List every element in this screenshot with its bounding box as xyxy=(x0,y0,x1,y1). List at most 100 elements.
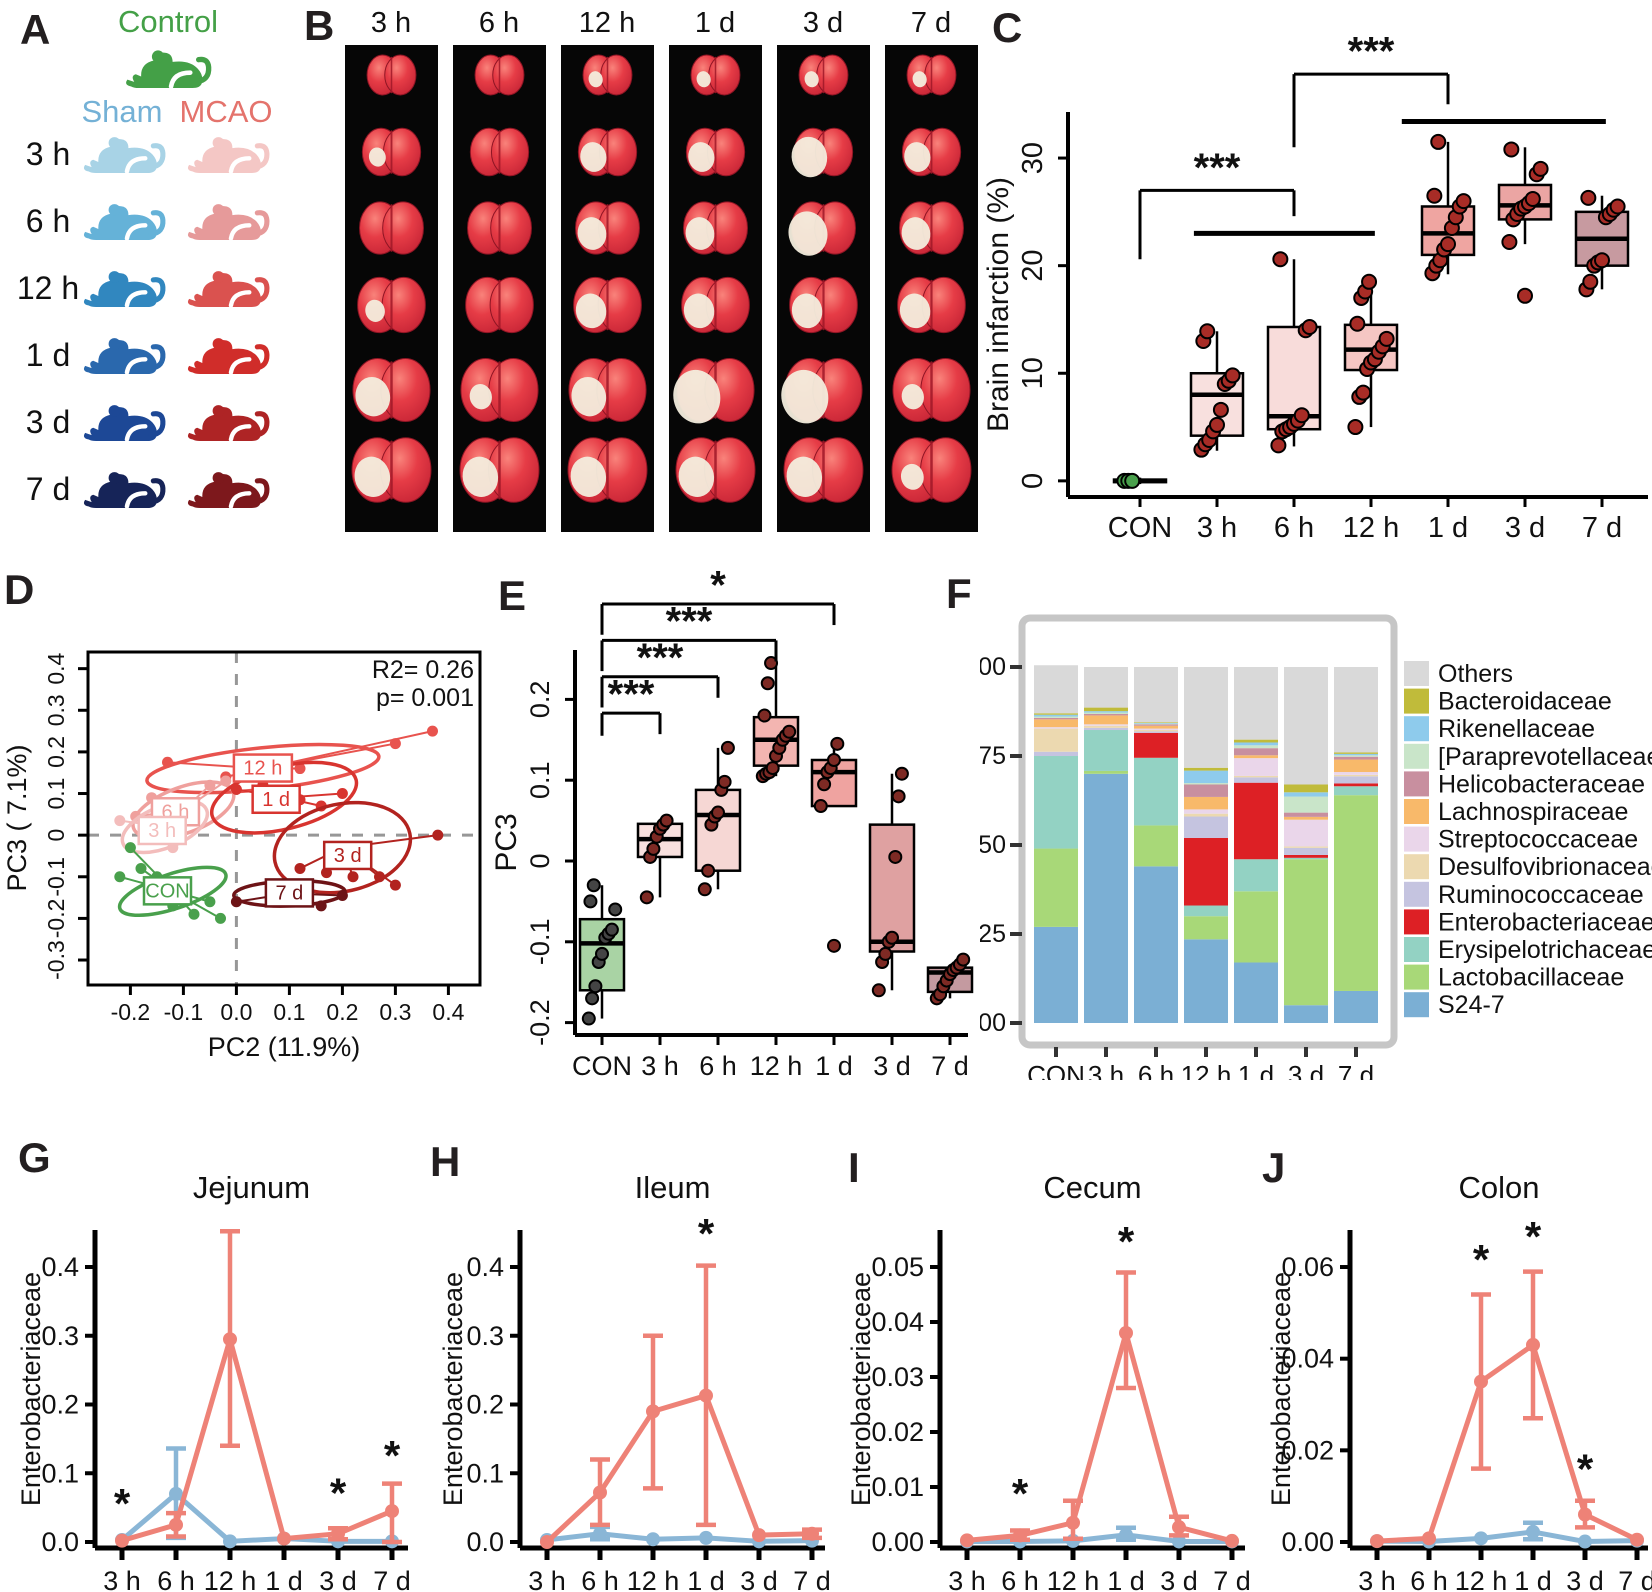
panel-h-ileum-line: Ileum 0.0 0.1 0.2 0.3 0.4 3 h 6 h 12 h 1 d 3 d 7 d E… xyxy=(420,1080,830,1592)
svg-text:0: 0 xyxy=(43,829,69,842)
panel-e-pc3-boxplot: -0.2 -0.1 0 0.1 0.2 CON 3 h 6 h 12 h 1 d 3 d 7 d PC3… xyxy=(490,560,980,1080)
svg-text:0.4: 0.4 xyxy=(432,999,464,1025)
panel-j-label: J xyxy=(1262,1144,1286,1191)
panel-b-label: B xyxy=(304,2,335,49)
svg-text:6 h: 6 h xyxy=(479,7,519,39)
pc3-chart: -0.2 -0.1 0 0.1 0.2 CON 3 h 6 h 12 h 1 d 3 d 7 d PC3… xyxy=(490,563,974,1080)
panel-i-label: I xyxy=(848,1144,860,1191)
svg-text:MCAO: MCAO xyxy=(180,94,273,129)
svg-text:3 h: 3 h xyxy=(1197,512,1237,544)
svg-text:Enterobacteriaceae: Enterobacteriaceae xyxy=(438,1272,468,1506)
svg-text:3 d: 3 d xyxy=(319,1566,357,1592)
svg-text:3 d: 3 d xyxy=(1288,1060,1324,1080)
svg-text:12 h: 12 h xyxy=(579,7,635,39)
svg-text:7 d: 7 d xyxy=(793,1566,830,1592)
svg-text:-0.3: -0.3 xyxy=(43,940,69,980)
svg-text:0.0: 0.0 xyxy=(41,1527,79,1557)
ileum-chart: Ileum 0.0 0.1 0.2 0.3 0.4 3 h 6 h 12 h 1 d 3 d 7 d E… xyxy=(438,1170,830,1592)
svg-text:Jejunum: Jejunum xyxy=(193,1170,310,1205)
svg-text:3 d: 3 d xyxy=(26,404,70,440)
svg-text:*: * xyxy=(1118,1218,1135,1265)
svg-text:Sham: Sham xyxy=(82,94,163,129)
svg-text:0.03: 0.03 xyxy=(871,1362,924,1392)
svg-text:-0.2: -0.2 xyxy=(43,899,69,939)
panel-h-label: H xyxy=(430,1138,461,1185)
panel-g-label: G xyxy=(18,1134,51,1181)
panel-a-label: A xyxy=(20,6,51,53)
svg-text:Enterobacteriaceae: Enterobacteriaceae xyxy=(1266,1272,1296,1506)
svg-text:Ileum: Ileum xyxy=(635,1170,711,1205)
svg-text:-0.2: -0.2 xyxy=(111,999,151,1025)
svg-text:0.04: 0.04 xyxy=(1281,1344,1334,1374)
svg-text:12 h: 12 h xyxy=(1181,1060,1232,1080)
svg-text:1 d: 1 d xyxy=(1107,1566,1145,1592)
svg-text:Others: Others xyxy=(1438,660,1513,688)
svg-text:*: * xyxy=(330,1470,347,1517)
svg-text:0.06: 0.06 xyxy=(1281,1252,1334,1282)
svg-text:-0.1: -0.1 xyxy=(525,919,555,966)
svg-text:***: *** xyxy=(1194,146,1241,190)
svg-text:30: 30 xyxy=(1017,142,1049,174)
svg-text:1 d: 1 d xyxy=(26,337,70,373)
svg-text:0.00: 0.00 xyxy=(980,1009,1006,1037)
svg-text:12 h: 12 h xyxy=(1047,1566,1100,1592)
svg-text:6 h: 6 h xyxy=(699,1051,737,1080)
svg-text:0.50: 0.50 xyxy=(980,831,1006,859)
svg-text:0: 0 xyxy=(525,853,555,868)
svg-text:7 d: 7 d xyxy=(373,1566,411,1592)
svg-text:1 d: 1 d xyxy=(1514,1566,1552,1592)
svg-text:3 h: 3 h xyxy=(148,820,176,842)
svg-text:Enterobacteriaceae: Enterobacteriaceae xyxy=(846,1272,876,1506)
svg-text:0.75: 0.75 xyxy=(980,742,1006,770)
svg-text:***: *** xyxy=(608,672,655,716)
svg-text:0.25: 0.25 xyxy=(980,920,1006,948)
svg-text:0.1: 0.1 xyxy=(273,999,305,1025)
svg-text:*: * xyxy=(1525,1213,1542,1260)
svg-text:Ruminococcaceae: Ruminococcaceae xyxy=(1438,881,1644,909)
svg-text:1 d: 1 d xyxy=(695,7,735,39)
svg-text:0.3: 0.3 xyxy=(41,1321,79,1351)
svg-text:7 d: 7 d xyxy=(1618,1566,1652,1592)
svg-text:7 d: 7 d xyxy=(26,471,70,507)
svg-text:6 h: 6 h xyxy=(26,203,70,239)
jejunum-chart: Jejunum 0.0 0.1 0.2 0.3 0.4 3 h 6 h 12 h 1 d 3 d 7 … xyxy=(16,1170,411,1592)
panel-d-label: D xyxy=(4,566,35,613)
svg-text:1 d: 1 d xyxy=(262,789,290,811)
infarction-chart: 0 10 20 30 CON 3 h 6 h 12 h 1 d 3 d 7 d Brain infar… xyxy=(982,30,1648,544)
svg-text:0: 0 xyxy=(1017,473,1049,489)
svg-text:CON: CON xyxy=(1108,512,1172,544)
svg-text:0.00: 0.00 xyxy=(1281,1527,1334,1557)
svg-text:Erysipelotrichaceae: Erysipelotrichaceae xyxy=(1438,936,1652,964)
svg-text:0.4: 0.4 xyxy=(43,652,69,684)
svg-text:*: * xyxy=(1012,1470,1029,1517)
svg-text:0.3: 0.3 xyxy=(379,999,411,1025)
svg-text:3 d: 3 d xyxy=(873,1051,911,1080)
cecum-chart: Cecum 0.00 0.01 0.02 0.03 0.04 0.05 3 h 6 h 12 h 1… xyxy=(846,1170,1250,1592)
svg-text:CON: CON xyxy=(1027,1060,1085,1080)
svg-text:0.0: 0.0 xyxy=(220,999,252,1025)
svg-text:0.2: 0.2 xyxy=(41,1390,79,1420)
svg-text:3 h: 3 h xyxy=(948,1566,986,1592)
svg-text:12 h: 12 h xyxy=(17,270,79,306)
svg-text:*: * xyxy=(710,563,726,607)
svg-text:0.05: 0.05 xyxy=(871,1252,924,1282)
svg-text:*: * xyxy=(114,1480,131,1527)
panel-f-label: F xyxy=(946,570,972,617)
svg-text:3 h: 3 h xyxy=(371,7,411,39)
svg-text:0.1: 0.1 xyxy=(41,1458,79,1488)
svg-text:0.00: 0.00 xyxy=(871,1527,924,1557)
pca-chart: -0.2 -0.1 0.0 0.1 0.2 0.3 0.4-0.3-0.2-0.100.10… xyxy=(2,650,482,1062)
svg-text:PC2 (11.9%): PC2 (11.9%) xyxy=(208,1032,361,1062)
panel-i-cecum-line: Cecum 0.00 0.01 0.02 0.03 0.04 0.05 3 h 6 h 12 h 1… xyxy=(830,1080,1250,1592)
svg-text:*: * xyxy=(1473,1236,1490,1283)
svg-text:Control: Control xyxy=(118,4,218,39)
svg-text:3 h: 3 h xyxy=(528,1566,566,1592)
svg-text:Cecum: Cecum xyxy=(1043,1170,1141,1205)
svg-text:CON: CON xyxy=(145,880,189,902)
svg-text:3 d: 3 d xyxy=(1505,512,1545,544)
svg-text:0.02: 0.02 xyxy=(1281,1435,1334,1465)
svg-text:3 d: 3 d xyxy=(740,1566,778,1592)
svg-text:6 h: 6 h xyxy=(1138,1060,1174,1080)
panel-c-infarction-boxplot: 0 10 20 30 CON 3 h 6 h 12 h 1 d 3 d 7 d Brain infar… xyxy=(980,0,1652,560)
svg-text:3 h: 3 h xyxy=(26,136,70,172)
